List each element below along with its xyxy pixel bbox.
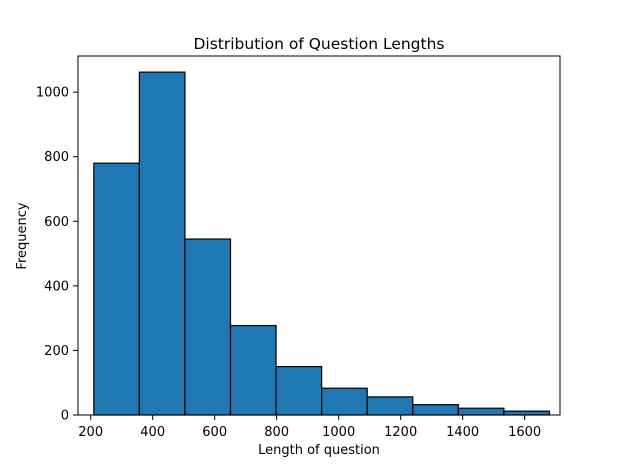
histogram-bar bbox=[229, 324, 277, 416]
x-tick-label: 800 bbox=[264, 425, 289, 440]
y-tick-label: 200 bbox=[44, 344, 69, 359]
y-tick-label: 0 bbox=[61, 409, 69, 424]
histogram-bar bbox=[503, 410, 551, 416]
x-tick-label: 1200 bbox=[384, 425, 417, 440]
y-axis-label: Frequency bbox=[15, 202, 30, 269]
chart-title: Distribution of Question Lengths bbox=[193, 35, 444, 53]
histogram-bar bbox=[366, 396, 414, 416]
x-tick-label: 400 bbox=[140, 425, 165, 440]
y-tick-label: 800 bbox=[44, 150, 69, 165]
bars-group bbox=[93, 71, 551, 416]
y-tick-label: 400 bbox=[44, 279, 69, 294]
histogram-bar bbox=[184, 238, 232, 416]
x-tick-label: 200 bbox=[78, 425, 103, 440]
histogram-bar bbox=[412, 404, 459, 416]
x-tick-label: 1000 bbox=[322, 425, 355, 440]
x-tick-label: 1400 bbox=[446, 425, 479, 440]
histogram-bar bbox=[93, 162, 140, 416]
y-tick-label: 1000 bbox=[36, 86, 69, 101]
histogram-bar bbox=[321, 387, 368, 416]
x-tick-label: 1600 bbox=[508, 425, 541, 440]
x-tick-label: 600 bbox=[202, 425, 227, 440]
x-axis-label: Length of question bbox=[258, 443, 380, 458]
y-axis-ticks: 0 200 400 600 800 1000 bbox=[36, 86, 78, 424]
histogram-bar bbox=[275, 365, 323, 416]
y-tick-label: 600 bbox=[44, 215, 69, 230]
x-axis-ticks: 200 400 600 800 1000 1200 1400 1600 bbox=[78, 415, 541, 440]
histogram-bar bbox=[457, 407, 505, 416]
histogram-bar bbox=[138, 71, 186, 416]
plot-frame bbox=[77, 55, 561, 416]
